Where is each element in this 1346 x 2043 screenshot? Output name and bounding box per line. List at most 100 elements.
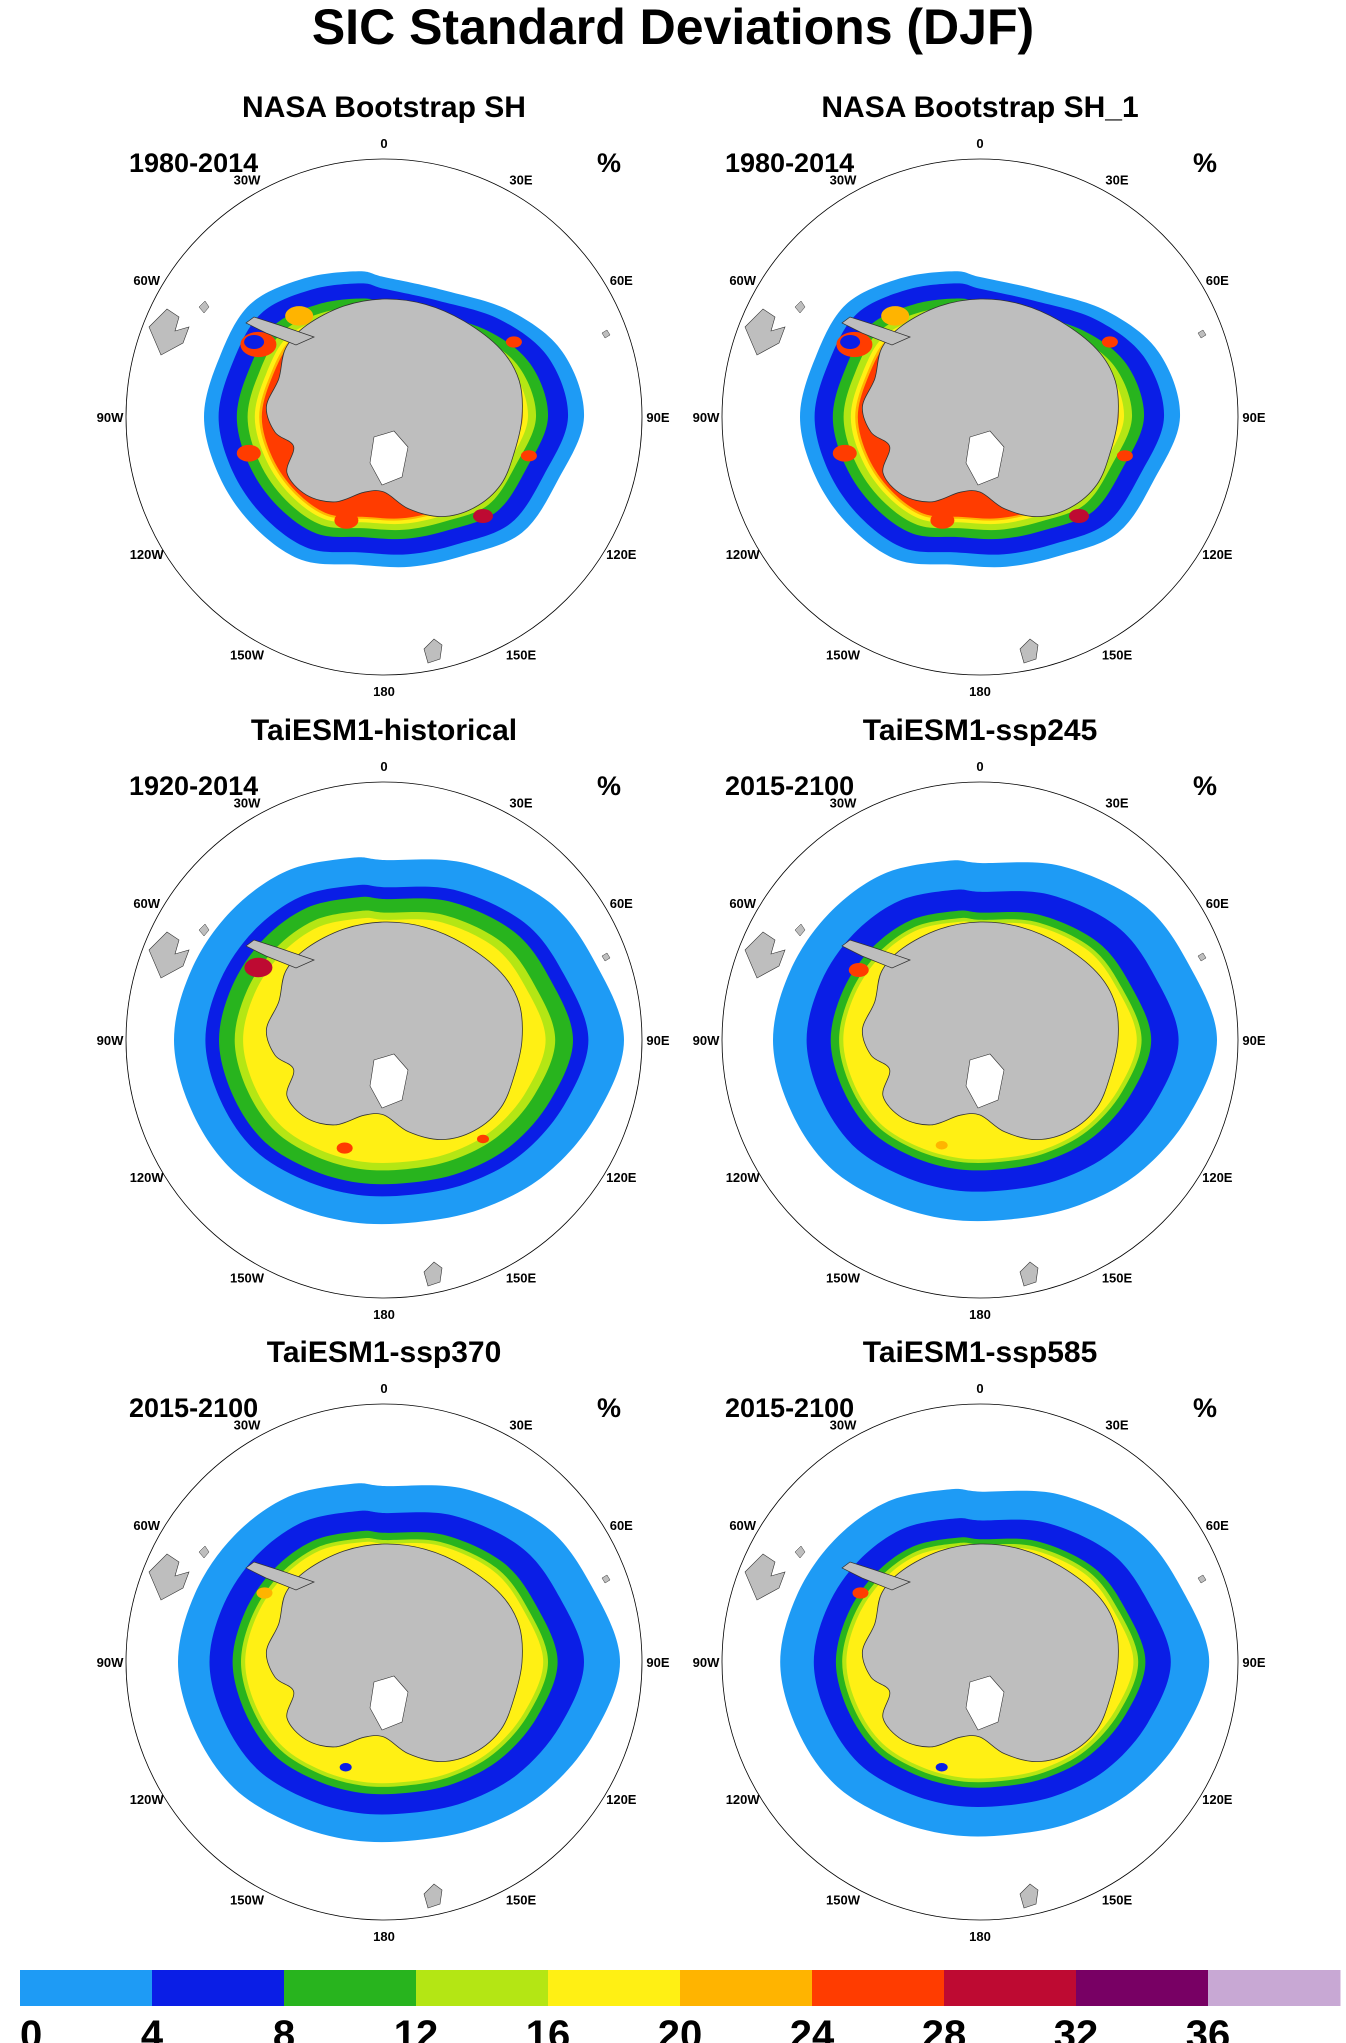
sic-hotspot	[832, 444, 857, 462]
sic-hotspot	[848, 963, 869, 977]
longitude-label: 120W	[130, 1792, 165, 1807]
longitude-label: 30E	[1105, 173, 1128, 188]
antarctica-landmass	[265, 921, 523, 1141]
falkland-islands	[794, 923, 806, 937]
longitude-label: 90E	[1242, 1655, 1265, 1670]
sic-hotspot	[852, 1587, 869, 1599]
colorbar: 0 4 8 12 16 20 24 28 32 36	[20, 1970, 1341, 2043]
panel-period: 1980-2014	[725, 148, 854, 178]
longitude-label: 90W	[97, 410, 124, 425]
longitude-label: 90W	[693, 1655, 720, 1670]
antarctica-landmass	[861, 921, 1119, 1141]
longitude-label: 120W	[130, 1170, 165, 1185]
falkland-islands	[198, 1545, 210, 1559]
falkland-islands	[198, 300, 210, 314]
longitude-label: 60E	[610, 1518, 633, 1533]
sic-hotspot	[472, 508, 493, 523]
south-america-landmass	[744, 1553, 786, 1601]
longitude-label: 30W	[234, 796, 261, 811]
longitude-label: 150W	[230, 1270, 265, 1285]
panel-period: 1920-2014	[129, 771, 258, 801]
colorbar-label: 12	[394, 2013, 439, 2043]
colorbar-swatch	[20, 1970, 153, 2006]
longitude-label: 30W	[830, 173, 857, 188]
colorbar-label: 32	[1054, 2013, 1099, 2043]
longitude-label: 0	[976, 136, 983, 151]
longitude-label: 60W	[729, 273, 756, 288]
new-zealand-landmass	[423, 1261, 443, 1287]
longitude-label: 180	[969, 1307, 991, 1322]
new-zealand-landmass	[423, 638, 443, 664]
longitude-label: 30W	[234, 1418, 261, 1433]
longitude-label: 60W	[133, 273, 160, 288]
panel-title: NASA Bootstrap SH_1	[821, 91, 1138, 124]
south-america-landmass	[148, 308, 190, 356]
panel-title: NASA Bootstrap SH	[242, 91, 526, 124]
colorbar-label: 0	[20, 2013, 42, 2043]
longitude-label: 90E	[1242, 410, 1265, 425]
colorbar-label: 28	[922, 2013, 967, 2043]
colorbar-swatch	[1076, 1970, 1209, 2006]
longitude-label: 30W	[830, 1418, 857, 1433]
longitude-label: 120E	[606, 547, 637, 562]
map-panel: NASA Bootstrap SH_1 1980-2014 % 0 30E 60E 90E 1…	[693, 91, 1266, 699]
longitude-label: 150W	[826, 1270, 861, 1285]
colorbar-swatch	[152, 1970, 285, 2006]
longitude-label: 60E	[610, 896, 633, 911]
longitude-label: 150E	[1102, 1892, 1133, 1907]
sic-hotspot	[1116, 450, 1133, 462]
longitude-label: 0	[976, 759, 983, 774]
ross-ice-shelf	[965, 430, 1005, 486]
longitude-label: 150W	[826, 1892, 861, 1907]
panel-period: 1980-2014	[129, 148, 258, 178]
longitude-label: 60E	[1206, 273, 1229, 288]
kerguelen-island	[1197, 1574, 1207, 1584]
sic-hotspot	[881, 306, 910, 326]
longitude-label: 60W	[729, 1518, 756, 1533]
falkland-islands	[794, 1545, 806, 1559]
kerguelen-island	[601, 952, 611, 962]
falkland-islands	[794, 300, 806, 314]
panel-unit: %	[1193, 148, 1217, 178]
antarctic-peninsula	[245, 1561, 315, 1591]
longitude-label: 120E	[1202, 1792, 1233, 1807]
longitude-label: 150W	[230, 1892, 265, 1907]
longitude-label: 90E	[646, 1033, 669, 1048]
longitude-label: 60W	[133, 1518, 160, 1533]
new-zealand-landmass	[1019, 1883, 1039, 1909]
panel-title: TaiESM1-ssp370	[267, 1336, 502, 1369]
longitude-label: 90E	[1242, 1033, 1265, 1048]
longitude-label: 180	[969, 1929, 991, 1944]
panel-period: 2015-2100	[725, 1393, 854, 1423]
south-america-landmass	[148, 1553, 190, 1601]
colorbar-swatch	[284, 1970, 417, 2006]
longitude-label: 0	[380, 1381, 387, 1396]
longitude-label: 180	[373, 684, 395, 699]
panel-title: TaiESM1-historical	[251, 714, 517, 747]
map-panel: NASA Bootstrap SH 1980-2014 % 0 30E 60E 90E 120…	[97, 91, 670, 699]
longitude-label: 0	[380, 136, 387, 151]
colorbar-label: 4	[141, 2013, 164, 2043]
ross-ice-shelf	[965, 1675, 1005, 1731]
panel-unit: %	[1193, 771, 1217, 801]
panel-title: TaiESM1-ssp245	[863, 714, 1098, 747]
kerguelen-island	[601, 329, 611, 339]
longitude-label: 60E	[610, 273, 633, 288]
panel-unit: %	[597, 148, 621, 178]
colorbar-label: 16	[526, 2013, 571, 2043]
longitude-label: 180	[373, 1929, 395, 1944]
longitude-label: 120W	[726, 1170, 761, 1185]
ross-ice-shelf	[369, 1053, 409, 1109]
map-panel: TaiESM1-ssp585 2015-2100 % 0 30E 60E 90E 120E 15…	[693, 1336, 1266, 1944]
longitude-label: 150W	[826, 647, 861, 662]
longitude-label: 150W	[230, 647, 265, 662]
longitude-label: 180	[969, 684, 991, 699]
longitude-label: 120W	[726, 1792, 761, 1807]
sic-hotspot	[256, 1587, 273, 1599]
sic-hotspot	[935, 1141, 948, 1150]
antarctica-landmass	[265, 1543, 523, 1763]
longitude-label: 90W	[97, 1655, 124, 1670]
new-zealand-landmass	[423, 1883, 443, 1909]
sic-hotspot	[236, 444, 261, 462]
